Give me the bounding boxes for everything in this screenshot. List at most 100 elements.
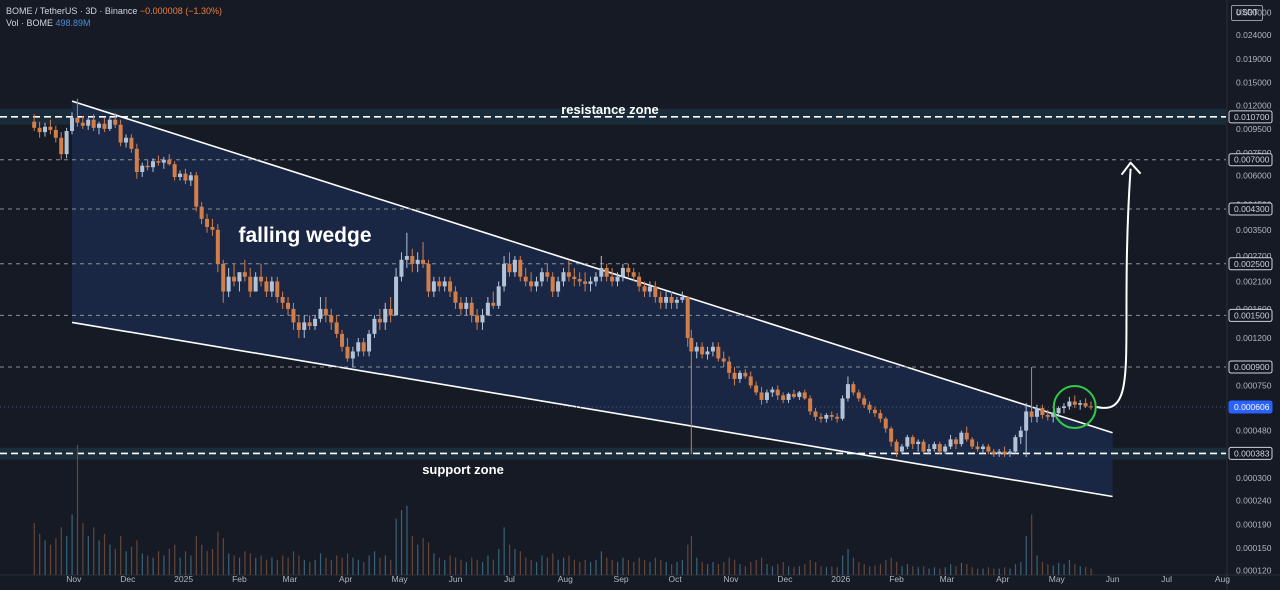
volume-bar: [982, 568, 984, 575]
candle-body: [394, 276, 399, 316]
volume-bar: [406, 505, 408, 575]
volume-bar: [842, 555, 844, 575]
candle-body: [491, 302, 496, 306]
volume-bar: [622, 557, 624, 575]
candle-body: [964, 432, 969, 440]
volume-bar: [557, 559, 559, 575]
time-tick-label: Sep: [614, 574, 629, 584]
candle-body: [32, 121, 37, 128]
candle-body: [280, 296, 285, 303]
currency-button[interactable]: USDT: [1231, 5, 1263, 21]
volume-bar: [1036, 555, 1038, 575]
volume-bar: [460, 559, 462, 575]
volume-bar: [341, 557, 343, 575]
volume-bar: [168, 549, 170, 575]
candle-body: [529, 281, 534, 287]
volume-bar: [707, 564, 709, 575]
time-tick-label: Nov: [66, 574, 82, 584]
candle-body: [59, 137, 64, 155]
candle-body: [399, 259, 404, 277]
volume-bar: [465, 562, 467, 575]
candle-body: [1034, 408, 1039, 417]
volume-bar: [395, 518, 397, 575]
price-tag-box: [1228, 110, 1273, 124]
candle-body: [685, 296, 690, 338]
volume-bar: [298, 555, 300, 575]
candle-body: [943, 446, 948, 452]
candle-body: [97, 123, 102, 128]
price-tag-label: 0.010700: [1234, 112, 1270, 122]
candle-body: [845, 384, 850, 399]
candle-body: [253, 276, 258, 292]
price-tag-label: 0.000900: [1234, 362, 1270, 372]
candle-body: [732, 372, 737, 379]
candle-body: [361, 342, 366, 352]
volume-bar: [1014, 564, 1017, 575]
symbol-title: BOME / TetherUS · 3D · Binance: [6, 6, 138, 16]
candle-body: [53, 129, 58, 138]
volume-bar: [809, 559, 811, 575]
candle-body: [593, 276, 598, 282]
candle-body: [894, 441, 899, 452]
volume-bar: [665, 562, 667, 575]
price-tag-box: [1228, 400, 1273, 414]
breakout-highlight-circle: [1052, 385, 1097, 430]
volume-bar: [519, 551, 521, 575]
candle-body: [878, 413, 883, 419]
volume-bar: [1009, 568, 1011, 575]
volume-bar: [503, 527, 505, 575]
volume-bar: [438, 557, 440, 575]
candle-body: [64, 131, 69, 155]
price-change: −0.000008 (−1.30%): [139, 6, 222, 16]
price-axis[interactable]: 0.030000 0.024000 0.019000 0.015000 0.012000…: [1236, 8, 1272, 576]
candle-body: [232, 276, 237, 282]
volume-bar: [901, 566, 903, 575]
volume-bar: [879, 564, 882, 575]
time-tick-label: Aug: [558, 574, 573, 584]
price-tag-label: 0.000383: [1234, 448, 1270, 458]
candle-body: [669, 296, 674, 303]
candle-body: [647, 286, 652, 292]
candle-body: [113, 119, 118, 125]
price-tag-box: [1228, 308, 1273, 322]
candle-body: [1061, 406, 1066, 409]
volume-bar: [422, 538, 424, 575]
volume-bar: [498, 549, 500, 575]
candle-body: [674, 299, 679, 303]
volume-bar: [433, 553, 435, 575]
candle-body: [431, 281, 436, 292]
volume-bar: [874, 565, 876, 575]
candle-body: [1029, 411, 1034, 417]
time-axis[interactable]: Nov Dec 2025 Feb Mar Apr May Jun Jul Aug Sep Oct Nov…: [66, 574, 1230, 584]
candle-body: [453, 291, 458, 303]
candle-body: [775, 389, 780, 396]
volume-bar: [211, 549, 214, 575]
volume-bar: [525, 557, 527, 575]
volume-bar: [690, 536, 693, 575]
volume-bar: [633, 562, 635, 575]
candle-body: [469, 302, 474, 316]
volume-bar: [798, 566, 801, 575]
candle-body: [856, 392, 861, 399]
volume-bar: [147, 555, 149, 575]
volume-header: Vol · BOME 498.89M: [6, 18, 91, 28]
volume-bar: [319, 553, 322, 575]
candle-body: [1018, 430, 1023, 438]
candle-body: [851, 384, 856, 393]
candle-body: [161, 159, 166, 163]
candle-body: [937, 444, 942, 452]
volume-bar: [687, 544, 689, 575]
candle-body: [210, 226, 215, 230]
candle-body: [550, 276, 555, 292]
price-tick-label: 0.000150: [1236, 543, 1272, 553]
volume-bar: [325, 557, 327, 575]
volume-bar: [820, 566, 822, 575]
candle-body: [318, 308, 323, 319]
volume-bar: [471, 557, 473, 575]
volume-bar: [352, 557, 354, 575]
volume-bar: [928, 568, 930, 575]
volume-bar: [535, 562, 538, 575]
volume-bar: [390, 559, 392, 575]
price-tick-label: 0.009500: [1236, 124, 1272, 134]
